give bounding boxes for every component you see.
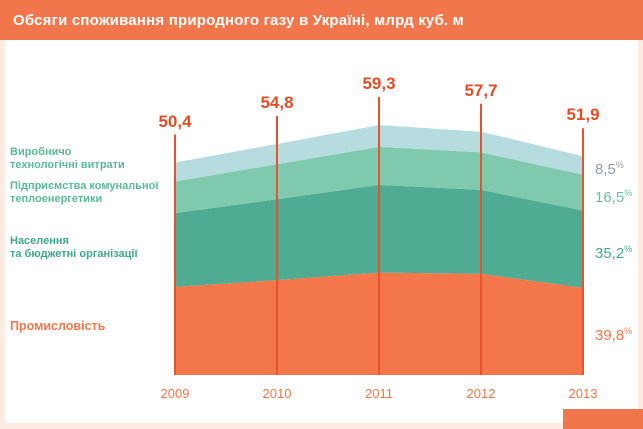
chart-title: Обсяги споживання природного газу в Укра… (13, 11, 464, 29)
legend-municipal-heat: Підприємства комунальної теплоенергетики (10, 180, 159, 205)
pct-label-production-losses: 8,5% (595, 155, 624, 179)
pct-unit: % (615, 160, 624, 171)
pct-value: 16,5 (595, 188, 625, 206)
pct-value: 8,5 (595, 161, 616, 179)
total-label-2011: 59,3 (362, 74, 396, 93)
pct-value: 35,2 (595, 245, 625, 263)
year-label-2009: 2009 (160, 386, 190, 401)
header-bar: Обсяги споживання природного газу в Укра… (0, 0, 643, 40)
legend-households: Населення та бюджетні організації (10, 235, 138, 260)
total-label-2012: 57,7 (464, 80, 498, 100)
total-label-2010: 54,8 (260, 92, 294, 112)
year-label-2010: 2010 (262, 386, 292, 401)
pct-unit: % (624, 326, 633, 337)
year-label-2012: 2012 (466, 386, 496, 401)
corner-accent-block (563, 409, 643, 429)
pct-unit: % (624, 187, 633, 198)
legend-production-losses: Виробничо технологічні витрати (10, 146, 125, 171)
total-label-2013: 51,9 (566, 105, 600, 125)
pct-unit: % (624, 244, 633, 255)
year-label-2013: 2013 (568, 386, 598, 401)
pct-label-municipal-heat: 16,5% (595, 183, 633, 206)
pct-value: 39,8 (595, 327, 625, 345)
pct-label-households: 35,2% (595, 239, 633, 263)
pct-label-industry: 39,8% (595, 321, 633, 345)
total-label-2009: 50,4 (158, 111, 192, 131)
legend-industry: Промисловість (10, 319, 106, 333)
year-label-2011: 2011 (365, 386, 393, 401)
